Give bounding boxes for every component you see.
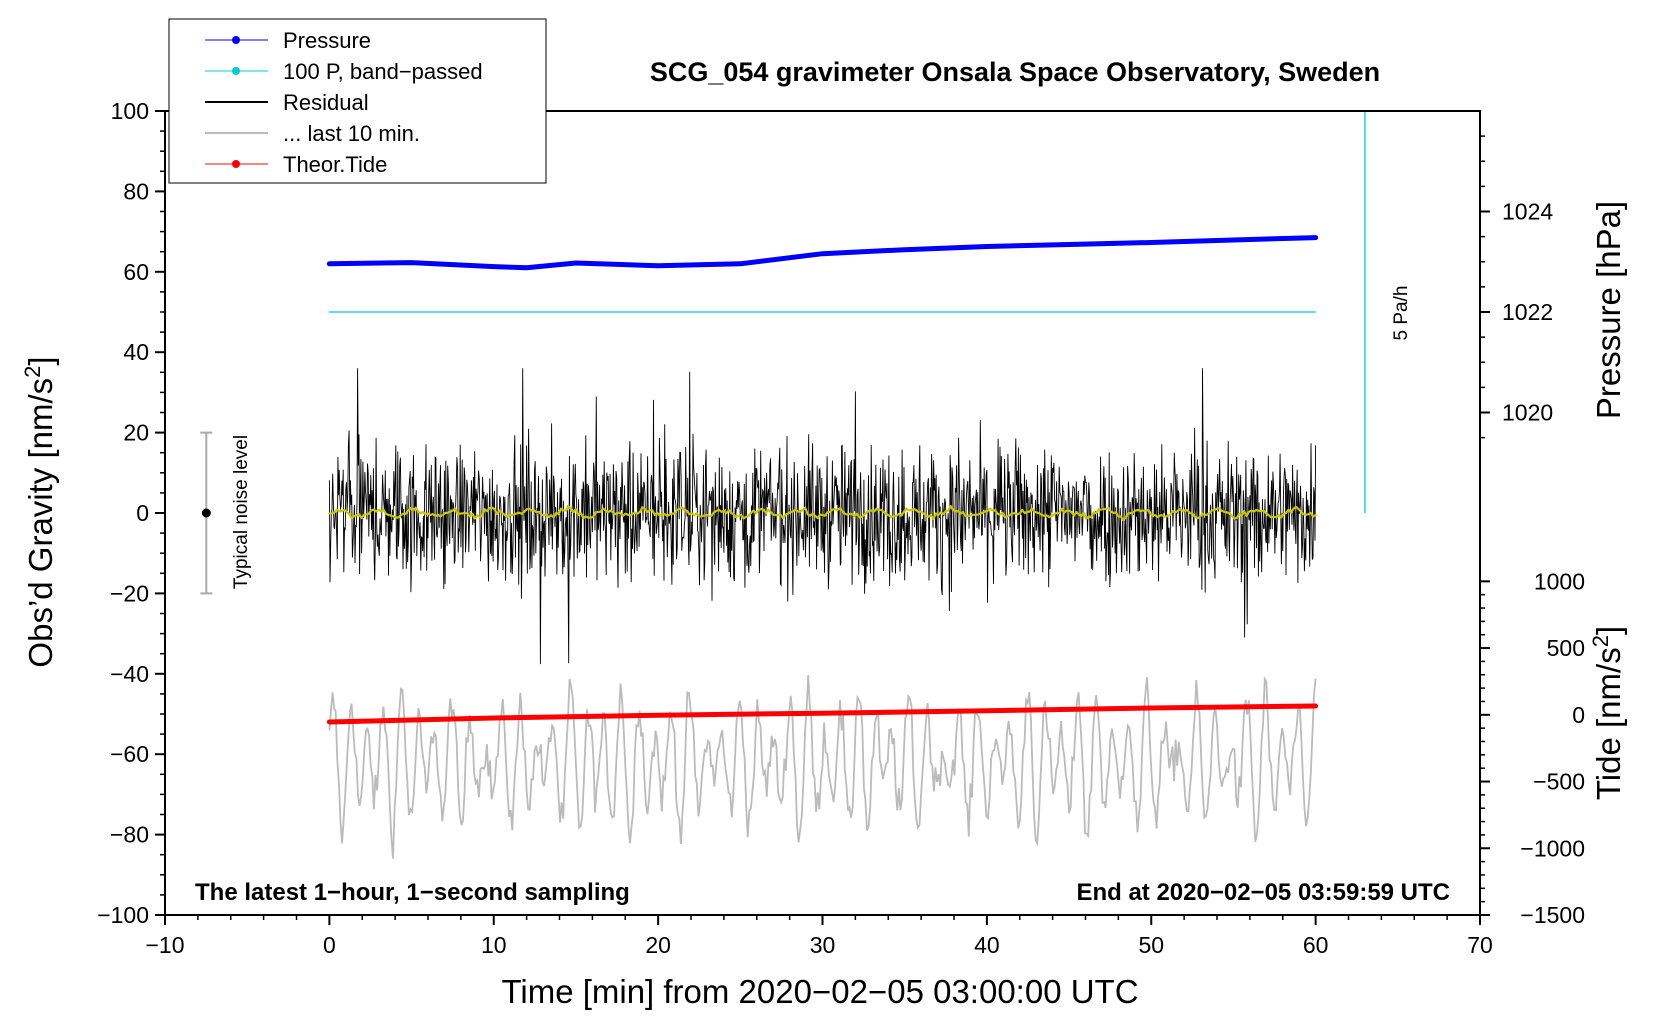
y-axis-left-title: Obs’d Gravity [nm/s2] (20, 356, 59, 667)
residual-series-group (328, 368, 1317, 665)
noise-bar-center-dot (201, 508, 211, 518)
y-left-tick-label: −40 (110, 661, 149, 687)
noise-bar-label: Typical noise level (231, 435, 252, 589)
y-left-tick-label: 60 (123, 259, 149, 285)
line-series-group (200, 111, 1366, 725)
y-axis-left-title-close: ] (22, 356, 59, 365)
rate-bar-label: 5 Pa/h (1391, 286, 1412, 341)
x-tick-label: 60 (1303, 932, 1329, 958)
x-axis-title: Time [min] from 2020−02−05 03:00:00 UTC (501, 973, 1138, 1010)
x-tick-label: 50 (1138, 932, 1164, 958)
legend-label-band-passed: 100 P, band−passed (283, 59, 483, 84)
tide-tick-label: 1000 (1534, 568, 1585, 594)
x-tick-label: 10 (481, 932, 507, 958)
residual-smoothed-line (328, 505, 1317, 522)
tide-axis-title: Tide [nm/s2] (1588, 626, 1627, 800)
y-left-tick-label: −80 (110, 822, 149, 848)
y-axis-left-title-base: Obs’d Gravity [nm/s (22, 378, 59, 668)
chart-title: SCG_054 gravimeter Onsala Space Observat… (650, 57, 1380, 87)
y-axis-left-title-sup: 2 (20, 366, 45, 378)
y-left-tick-label: 80 (123, 178, 149, 204)
y-left-tick-label: 100 (111, 98, 149, 124)
x-tick-label: 30 (810, 932, 836, 958)
y-left-tick-label: −100 (97, 902, 149, 928)
y-left-tick-label: 40 (123, 339, 149, 365)
annotation-sampling: The latest 1−hour, 1−second sampling (195, 879, 630, 906)
residual-line (328, 368, 1317, 665)
last-10-min-series-group (328, 674, 1317, 859)
tide-tick-label: −1500 (1520, 902, 1585, 928)
y-left-tick-label: 20 (123, 420, 149, 446)
pressure-line (326, 235, 1319, 271)
y-left-tick-label: 0 (136, 500, 149, 526)
legend-marker-band-passed (232, 67, 240, 75)
x-tick-label: 70 (1467, 932, 1493, 958)
pressure-tick-label: 1020 (1502, 400, 1553, 426)
legend-label-residual: Residual (283, 90, 369, 115)
axes-group: −10 0 10 20 30 40 50 60 70100806040200−20−40−60−… (97, 98, 1585, 958)
tide-axis-title-base: Tide [nm/s (1590, 647, 1627, 800)
legend: Pressure 100 P, band−passed Residual ...… (168, 18, 547, 184)
pressure-axis-title: Pressure [hPa] (1590, 201, 1627, 419)
x-tick-label: −10 (145, 932, 184, 958)
tide-axis-title-sup: 2 (1588, 635, 1613, 647)
tide-tick-label: 0 (1572, 702, 1585, 728)
tide-tick-label: −1000 (1520, 835, 1585, 861)
tide-tick-label: −500 (1533, 769, 1585, 795)
x-tick-label: 40 (974, 932, 1000, 958)
x-tick-label: 20 (645, 932, 671, 958)
annotation-end-time: End at 2020−02−05 03:59:59 UTC (1076, 879, 1450, 906)
pressure-tick-label: 1024 (1502, 199, 1553, 225)
legend-label-last-10-min: ... last 10 min. (283, 121, 420, 146)
tide-axis-title-close: ] (1590, 626, 1627, 635)
legend-marker-theor-tide (232, 160, 240, 168)
legend-label-theor-tide: Theor.Tide (283, 152, 387, 177)
pressure-tick-label: 1022 (1502, 299, 1553, 325)
theor-tide-line (326, 703, 1319, 725)
legend-label-pressure: Pressure (283, 28, 371, 53)
last-10-min-line (328, 674, 1317, 859)
x-tick-label: 0 (323, 932, 336, 958)
y-left-tick-label: −60 (110, 741, 149, 767)
y-left-tick-label: −20 (110, 580, 149, 606)
tide-tick-label: 500 (1547, 635, 1585, 661)
legend-marker-pressure (232, 36, 240, 44)
